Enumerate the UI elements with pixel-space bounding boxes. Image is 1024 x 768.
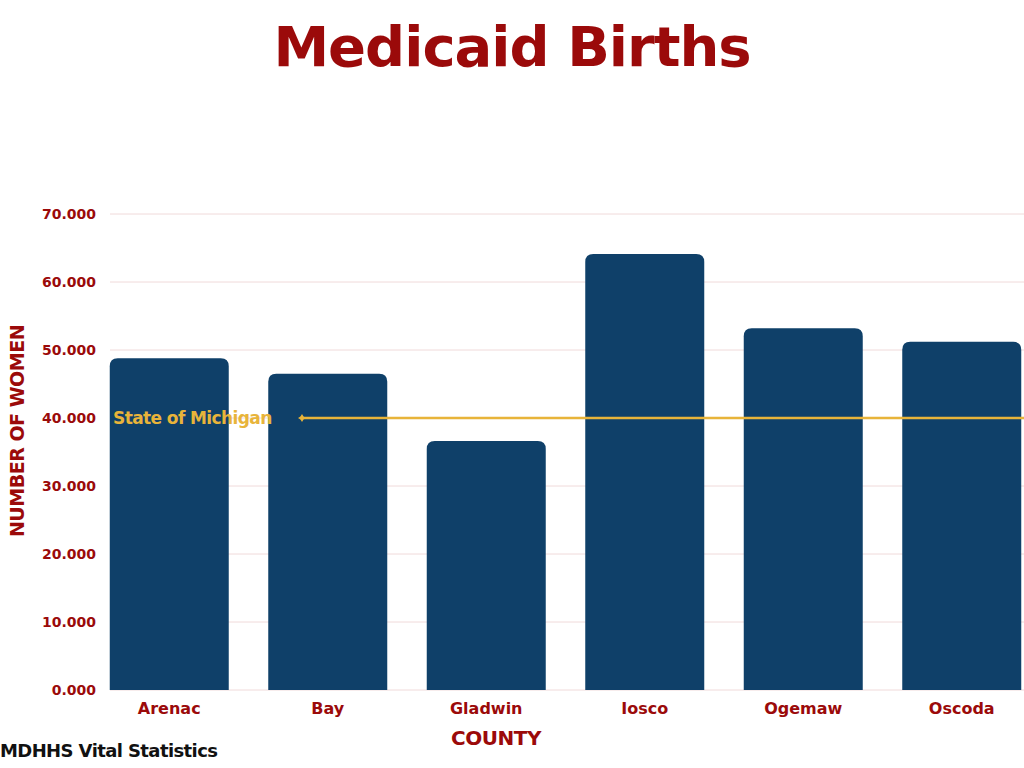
x-axis-title: COUNTY (451, 726, 542, 750)
grid-line (110, 622, 1024, 623)
x-tick-label: Bay (311, 699, 345, 718)
grid-line (110, 214, 1024, 215)
grid-line (110, 282, 1024, 283)
grid (110, 214, 1024, 690)
bar (427, 441, 546, 690)
y-tick-label: 0.000 (52, 682, 97, 698)
x-tick-label: Iosco (621, 699, 668, 718)
y-tick-label: 20.000 (42, 546, 96, 562)
y-tick-label: 60.000 (42, 274, 96, 290)
x-tick-label: Gladwin (450, 699, 523, 718)
y-tick-label: 10.000 (42, 614, 96, 630)
bars (110, 254, 1022, 690)
title: Medicaid Births (273, 14, 750, 79)
grid-line (110, 486, 1024, 487)
grid-line (110, 690, 1024, 691)
reference-star (298, 414, 306, 422)
bar (902, 342, 1021, 690)
grid-line (110, 350, 1024, 351)
y-tick-label: 40.000 (42, 410, 96, 426)
x-tick-label: Ogemaw (764, 699, 842, 718)
bar (585, 254, 704, 690)
reference-line (300, 417, 1024, 420)
y-axis-title: NUMBER OF WOMEN (6, 325, 28, 537)
y-tick-label: 50.000 (42, 342, 96, 358)
reference (300, 418, 1024, 419)
x-tick-label: Oscoda (929, 699, 995, 718)
y-tick-label: 70.000 (42, 206, 96, 222)
bar (268, 374, 387, 690)
reference-label: State of Michigan (113, 408, 272, 428)
bar (744, 328, 863, 690)
grid-line (110, 554, 1024, 555)
source: MDHHS Vital Statistics (0, 740, 217, 761)
x-tick-label: Arenac (138, 699, 201, 718)
chart: Medicaid Births 0.000 10.000 20.000 30.000 40… (0, 0, 1024, 768)
y-tick-label: 30.000 (42, 478, 96, 494)
